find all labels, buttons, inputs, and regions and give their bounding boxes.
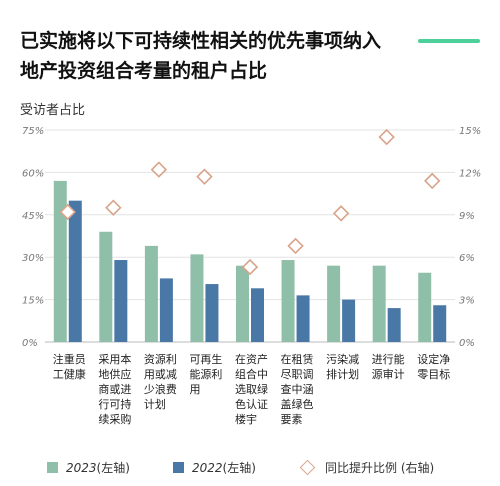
bar-2023 <box>190 254 204 342</box>
category-label: 排计划 <box>326 367 359 381</box>
category-label: 用或减 <box>144 368 177 381</box>
left-tick-label: 75% <box>22 126 44 137</box>
legend-label-2023-year: 2023 <box>66 460 97 475</box>
category-label: 组合中 <box>235 367 268 381</box>
left-tick-label: 15% <box>22 296 44 307</box>
category-label: 用 <box>189 383 200 396</box>
bar-2023 <box>327 265 341 342</box>
legend-item-2022: 2022 (左轴) <box>173 459 256 476</box>
category-label: 商或进 <box>98 382 131 396</box>
right-tick-label: 3% <box>459 296 475 307</box>
legend-diamond-icon <box>299 459 316 476</box>
right-tick-label: 15% <box>459 126 481 137</box>
category-label: 源审计 <box>372 367 405 381</box>
category-label: 采用本 <box>98 352 131 366</box>
category-label: 续采购 <box>98 412 131 426</box>
growth-marker <box>424 172 441 190</box>
right-tick-label: 0% <box>459 338 475 349</box>
category-label: 设定净 <box>417 352 450 366</box>
category-label: 工健康 <box>53 367 86 381</box>
right-tick-label: 9% <box>459 211 475 222</box>
category-label: 要素 <box>281 413 303 426</box>
growth-marker <box>150 161 168 178</box>
legend: 2023 (左轴) 2022 (左轴) 同比提升比例 (右轴) <box>20 459 490 477</box>
category-label: 查中涵 <box>281 382 314 396</box>
legend-item-2023: 2023 (左轴) <box>47 459 130 476</box>
growth-marker <box>241 258 259 276</box>
left-tick-label: 45% <box>22 211 44 222</box>
category-label: 注重员 <box>53 352 86 366</box>
growth-marker <box>332 205 350 222</box>
legend-label-2022-suffix: (左轴) <box>222 461 256 475</box>
category-label: 少浪费 <box>144 382 177 396</box>
category-label: 零目标 <box>417 367 450 381</box>
bar-2022 <box>387 308 401 342</box>
category-label: 选取绿 <box>235 382 268 396</box>
bar-2023 <box>236 265 249 342</box>
category-label: 计划 <box>144 398 166 411</box>
bar-2022 <box>433 305 447 342</box>
chart-canvas: 0% 15% 30% 45% 60% 75% 0% 3% 6% 9% 12% 15% 注重员工健康采用本… <box>22 126 481 426</box>
category-label: 在租赁 <box>281 352 314 366</box>
bar-2022 <box>342 299 356 342</box>
bar-2022 <box>68 200 82 342</box>
legend-item-growth: 同比提升比例 (右轴) <box>299 459 435 476</box>
legend-label-2023-suffix: (左轴) <box>96 461 130 475</box>
bar-2022 <box>159 278 173 342</box>
category-label: 行可持 <box>98 397 131 411</box>
growth-marker <box>196 168 213 185</box>
category-label: 污染减 <box>326 352 359 366</box>
accent-bar <box>418 39 480 43</box>
growth-marker <box>378 128 395 146</box>
growth-marker <box>105 199 122 216</box>
bar-2023 <box>418 272 432 342</box>
right-tick-label: 6% <box>459 253 475 264</box>
growth-marker <box>59 203 76 221</box>
y-axis-title: 受访者占比 <box>20 103 86 118</box>
legend-label-growth: 同比提升比例 (右轴) <box>325 461 435 475</box>
category-label: 尽职调 <box>281 368 314 381</box>
bar-2023 <box>99 231 113 342</box>
category-label: 能源利 <box>189 367 222 381</box>
bar-2022 <box>114 260 128 342</box>
chart-title: 已实施将以下可持续性相关的优先事项纳入地产投资组合考量的租户占比 <box>20 30 382 82</box>
bar-2023 <box>281 260 295 342</box>
category-label: 可再生 <box>189 352 222 366</box>
legend-swatch-2023 <box>47 462 58 473</box>
bar-2022 <box>251 288 264 342</box>
left-tick-label: 0% <box>22 338 38 349</box>
right-tick-label: 12% <box>459 168 481 179</box>
category-label: 楼宇 <box>235 412 257 426</box>
growth-marker <box>287 237 304 255</box>
legend-swatch-2022 <box>173 462 184 473</box>
category-label: 在资产 <box>235 352 268 366</box>
category-label: 地供应 <box>98 367 131 381</box>
bar-2023 <box>372 265 386 342</box>
category-label: 色认证 <box>235 397 268 411</box>
bar-2023 <box>53 180 67 342</box>
category-label: 盖绿色 <box>281 397 314 411</box>
legend-label-2022-year: 2022 <box>192 460 223 475</box>
category-label: 资源利 <box>144 352 177 366</box>
bar-2022 <box>205 284 219 342</box>
left-tick-label: 60% <box>22 168 44 179</box>
bar-2023 <box>144 245 158 342</box>
left-tick-label: 30% <box>22 253 44 264</box>
bar-2022 <box>296 295 310 342</box>
category-label: 进行能 <box>372 352 405 366</box>
